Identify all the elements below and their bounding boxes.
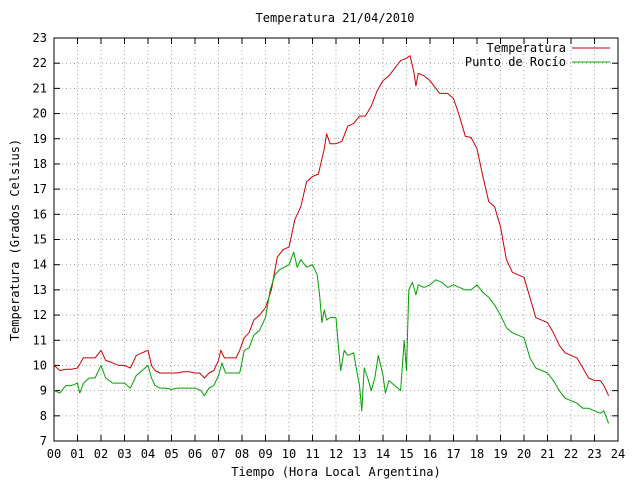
x-tick-label: 00 [47,447,61,461]
x-tick-label: 09 [258,447,272,461]
x-tick-label: 06 [188,447,202,461]
y-tick-label: 18 [33,157,47,171]
x-tick-label: 18 [470,447,484,461]
series-line-temperatura [53,55,610,396]
y-tick-label: 9 [40,384,47,398]
series-line-punto-de-rocio [53,251,610,424]
y-tick-label: 17 [33,182,47,196]
x-tick-label: 12 [329,447,343,461]
y-tick-label: 19 [33,132,47,146]
x-tick-label: 11 [305,447,319,461]
y-tick-label: 13 [33,283,47,297]
y-tick-label: 23 [33,31,47,45]
x-tick-label: 10 [282,447,296,461]
y-tick-label: 16 [33,207,47,221]
y-tick-label: 8 [40,409,47,423]
y-tick-label: 14 [33,258,47,272]
x-tick-label: 07 [211,447,225,461]
legend: Temperatura Punto de Rocío [465,41,610,69]
grid [54,38,618,441]
chart-title: Temperatura 21/04/2010 [256,11,415,25]
x-tick-label: 19 [493,447,507,461]
x-tick-label: 17 [446,447,460,461]
legend-label-punto-de-rocio: Punto de Rocío [465,55,566,69]
y-tick-label: 10 [33,358,47,372]
axis-ticks: 00 01 02 03 04 05 06 07 08 09 10 11 12 13 14 15 16 17 18 19… [33,31,626,461]
series-group [53,55,610,424]
y-tick-label: 12 [33,308,47,322]
y-tick-label: 11 [33,333,47,347]
x-tick-label: 16 [423,447,437,461]
x-tick-label: 15 [399,447,413,461]
x-tick-label: 22 [564,447,578,461]
x-tick-label: 20 [517,447,531,461]
x-tick-label: 24 [611,447,625,461]
y-axis-label: Temperatura (Grados Celsius) [8,139,22,341]
y-tick-label: 15 [33,233,47,247]
y-tick-label: 21 [33,81,47,95]
y-tick-label: 20 [33,107,47,121]
x-tick-label: 14 [376,447,390,461]
x-tick-label: 04 [141,447,155,461]
legend-label-temperatura: Temperatura [487,41,566,55]
x-tick-label: 23 [587,447,601,461]
x-tick-label: 05 [164,447,178,461]
x-tick-label: 21 [540,447,554,461]
x-tick-label: 02 [94,447,108,461]
x-tick-label: 08 [235,447,249,461]
x-tick-label: 01 [70,447,84,461]
y-tick-label: 7 [40,434,47,448]
x-tick-label: 13 [352,447,366,461]
x-tick-label: 03 [117,447,131,461]
x-axis-label: Tiempo (Hora Local Argentina) [231,465,441,479]
y-tick-label: 22 [33,56,47,70]
